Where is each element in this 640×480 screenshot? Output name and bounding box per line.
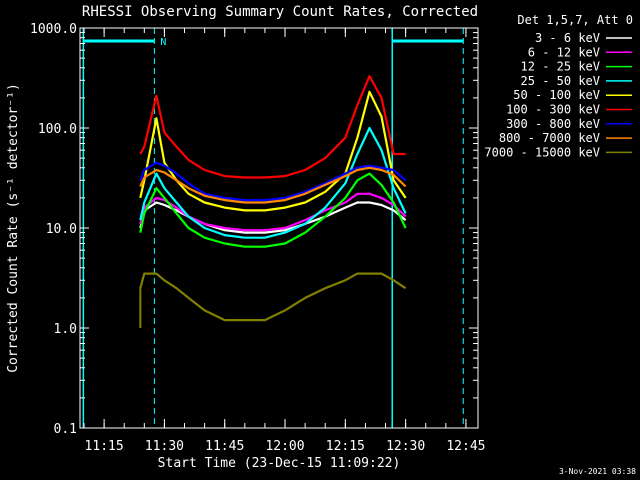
- series-line-7: [139, 161, 407, 202]
- instrument-markers: N: [82, 28, 464, 428]
- legend-label: 25 - 50 keV: [521, 74, 600, 88]
- legend-label: 800 - 7000 keV: [499, 131, 600, 145]
- x-tick-label: 11:30: [145, 439, 184, 454]
- legend-label: 12 - 25 keV: [521, 60, 600, 74]
- y-tick-label: 100.0: [38, 122, 77, 137]
- x-tick-label: 11:45: [205, 439, 244, 454]
- x-axis: 11:15 11:30 11:45 12:00 12:15 12:30 12:45: [83, 28, 486, 454]
- legend-label: 300 - 800 keV: [506, 117, 600, 131]
- x-tick-label: 11:15: [85, 439, 124, 454]
- y-axis: 0.1 1.0 10.0 100.0 1000.0: [30, 22, 478, 437]
- data-series: [139, 74, 407, 328]
- legend-label: 7000 - 15000 keV: [484, 145, 600, 159]
- legend-title: Det 1,5,7, Att 0: [517, 13, 633, 27]
- x-tick-label: 12:45: [446, 439, 485, 454]
- legend-label: 50 - 100 keV: [513, 88, 600, 102]
- y-tick-label: 10.0: [46, 222, 77, 237]
- series-line-2: [139, 192, 407, 232]
- series-line-1: [139, 201, 407, 234]
- y-tick-label: 1000.0: [30, 22, 77, 37]
- y-tick-label: 0.1: [54, 422, 77, 437]
- series-line-5: [139, 90, 407, 212]
- chart-title: RHESSI Observing Summary Count Rates, Co…: [82, 4, 478, 20]
- legend-label: 3 - 6 keV: [535, 31, 600, 45]
- x-axis-label: Start Time (23-Dec-15 11:09:22): [158, 456, 401, 471]
- y-axis-label: Corrected Count Rate (s⁻¹ detector⁻¹): [6, 83, 21, 373]
- legend-label: 6 - 12 keV: [528, 45, 600, 59]
- night-marker-label: N: [160, 37, 166, 48]
- legend-label: 100 - 300 keV: [506, 103, 600, 117]
- series-line-8: [139, 166, 407, 204]
- series-line-3: [139, 172, 407, 248]
- series-line-6: [139, 74, 406, 179]
- footer-timestamp: 3-Nov-2021 03:38: [559, 467, 636, 476]
- x-tick-label: 12:00: [265, 439, 304, 454]
- x-tick-label: 12:15: [326, 439, 365, 454]
- series-line-9: [139, 272, 407, 322]
- series-line-4: [139, 126, 407, 239]
- x-tick-label: 12:30: [386, 439, 425, 454]
- y-tick-label: 1.0: [54, 322, 77, 337]
